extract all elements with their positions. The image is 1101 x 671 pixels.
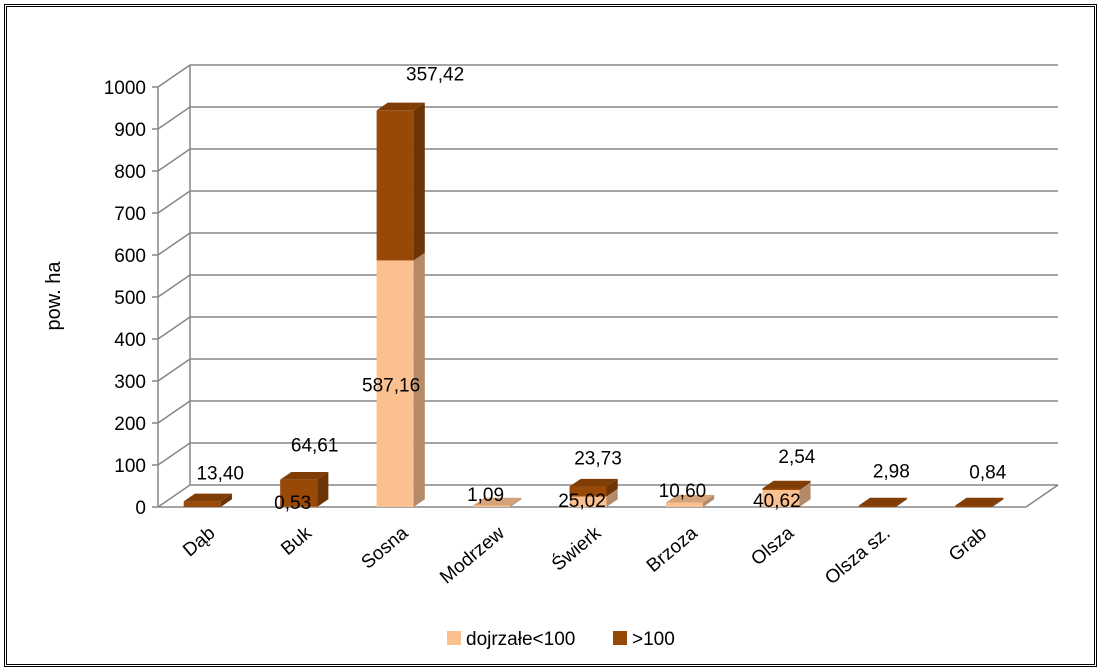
bar-mature bbox=[762, 480, 811, 490]
chart-frame bbox=[4, 4, 1097, 667]
bar-front bbox=[183, 501, 221, 507]
bar-top bbox=[376, 102, 425, 111]
bar-young bbox=[473, 497, 522, 507]
x-tick-label: Sosna bbox=[358, 522, 413, 573]
legend-swatch bbox=[447, 631, 461, 645]
bar-top bbox=[473, 497, 522, 506]
x-tick-label: Brzoza bbox=[643, 522, 702, 576]
bar-front bbox=[569, 496, 607, 507]
y-tick-label: 1000 bbox=[104, 78, 146, 99]
data-label: 0,84 bbox=[969, 463, 1006, 484]
x-tick-label: Grab bbox=[945, 523, 991, 566]
gridline bbox=[157, 148, 1058, 172]
bar-mature bbox=[569, 478, 618, 497]
gridline bbox=[157, 232, 1058, 256]
y-tick-label: 900 bbox=[114, 120, 146, 141]
bar-front bbox=[569, 486, 607, 497]
data-label: 40,62 bbox=[753, 491, 801, 512]
bar-side bbox=[413, 102, 425, 261]
data-label: 357,42 bbox=[406, 64, 464, 85]
data-label: 23,73 bbox=[574, 449, 622, 470]
gridline bbox=[157, 442, 1058, 466]
bars bbox=[183, 102, 1004, 507]
bar-side bbox=[606, 488, 618, 507]
y-tick-label: 600 bbox=[114, 246, 146, 267]
gridline bbox=[157, 274, 1058, 298]
y-tick-label: 200 bbox=[114, 414, 146, 435]
x-tick-label: Modrzew bbox=[436, 523, 509, 589]
bar-front bbox=[280, 479, 318, 507]
bar-top bbox=[183, 493, 232, 502]
bar-front bbox=[955, 505, 993, 507]
data-label: 2,98 bbox=[873, 462, 910, 483]
gridline bbox=[157, 358, 1058, 382]
legend-swatch bbox=[613, 631, 627, 645]
bar-top bbox=[762, 480, 811, 489]
bar-side bbox=[220, 493, 232, 507]
bar-side bbox=[413, 252, 425, 507]
bar-side bbox=[992, 497, 1004, 507]
x-tick-label: Olsza bbox=[747, 522, 798, 570]
bar-side bbox=[799, 480, 811, 490]
floor-edge bbox=[1025, 484, 1059, 508]
data-label: 10,60 bbox=[659, 481, 707, 502]
bar-front bbox=[762, 489, 800, 507]
bar-mature bbox=[955, 497, 1004, 507]
y-axis-ticks: 0 100 200 300 400 500 600 700 800 900 1000 bbox=[104, 78, 146, 519]
gridline bbox=[157, 316, 1058, 340]
data-label: 587,16 bbox=[362, 376, 420, 397]
gridline bbox=[157, 190, 1058, 214]
bar-top bbox=[569, 478, 618, 487]
legend-label: >100 bbox=[632, 629, 675, 650]
gridline bbox=[157, 64, 1058, 88]
x-axis-ticks: Dąb Buk Sosna Modrzew Świerk Brzoza Olsza Olsza… bbox=[179, 522, 991, 589]
bar-side bbox=[606, 478, 618, 497]
bar-side bbox=[895, 497, 908, 507]
legend-label: dojrzałe<100 bbox=[466, 629, 575, 650]
data-label: 25,02 bbox=[558, 491, 606, 512]
y-tick-label: 100 bbox=[114, 456, 146, 477]
bar-mature bbox=[183, 493, 232, 507]
y-tick-label: 800 bbox=[114, 162, 146, 183]
x-tick-label: Buk bbox=[277, 522, 316, 559]
data-label: 13,40 bbox=[196, 463, 244, 484]
y-axis-label: pow. ha bbox=[43, 261, 65, 331]
bar-front bbox=[665, 502, 703, 507]
bar-front bbox=[473, 505, 511, 507]
y-tick-label: 0 bbox=[135, 498, 146, 519]
data-label: 1,09 bbox=[467, 485, 504, 506]
bar-side bbox=[510, 497, 522, 507]
bar-top bbox=[955, 497, 1004, 506]
bar-side bbox=[317, 471, 329, 507]
data-label: 2,54 bbox=[778, 447, 815, 468]
bar-mature bbox=[376, 102, 425, 261]
x-tick-label: Świerk bbox=[547, 522, 605, 576]
bar-side bbox=[799, 482, 811, 507]
bar-mature bbox=[280, 471, 329, 507]
y-tick-label: 700 bbox=[114, 204, 146, 225]
bar-mature bbox=[858, 497, 908, 507]
data-labels: 13,40 0,53 64,61 587,16 357,42 1,09 25,02 23,73… bbox=[196, 64, 1006, 514]
gridlines bbox=[152, 64, 1058, 508]
y-tick-label: 300 bbox=[114, 372, 146, 393]
bar-young bbox=[665, 494, 715, 507]
bar-side bbox=[702, 494, 715, 507]
y-tick-label: 400 bbox=[114, 330, 146, 351]
data-label: 64,61 bbox=[291, 436, 339, 457]
bar-front bbox=[376, 110, 414, 261]
x-tick-label: Dąb bbox=[179, 523, 219, 561]
bar-top bbox=[280, 471, 329, 480]
x-tick-label: Olsza sz. bbox=[821, 523, 894, 589]
y-tick-label: 500 bbox=[114, 288, 146, 309]
bar-front bbox=[376, 260, 414, 507]
gridline bbox=[157, 106, 1058, 130]
gridline bbox=[157, 400, 1058, 424]
legend: dojrzałe<100 >100 bbox=[447, 629, 675, 650]
bar-front bbox=[858, 505, 896, 507]
data-label: 0,53 bbox=[274, 493, 311, 514]
bar-top bbox=[665, 494, 715, 503]
bar-top bbox=[858, 497, 908, 506]
bar-front bbox=[762, 488, 800, 490]
